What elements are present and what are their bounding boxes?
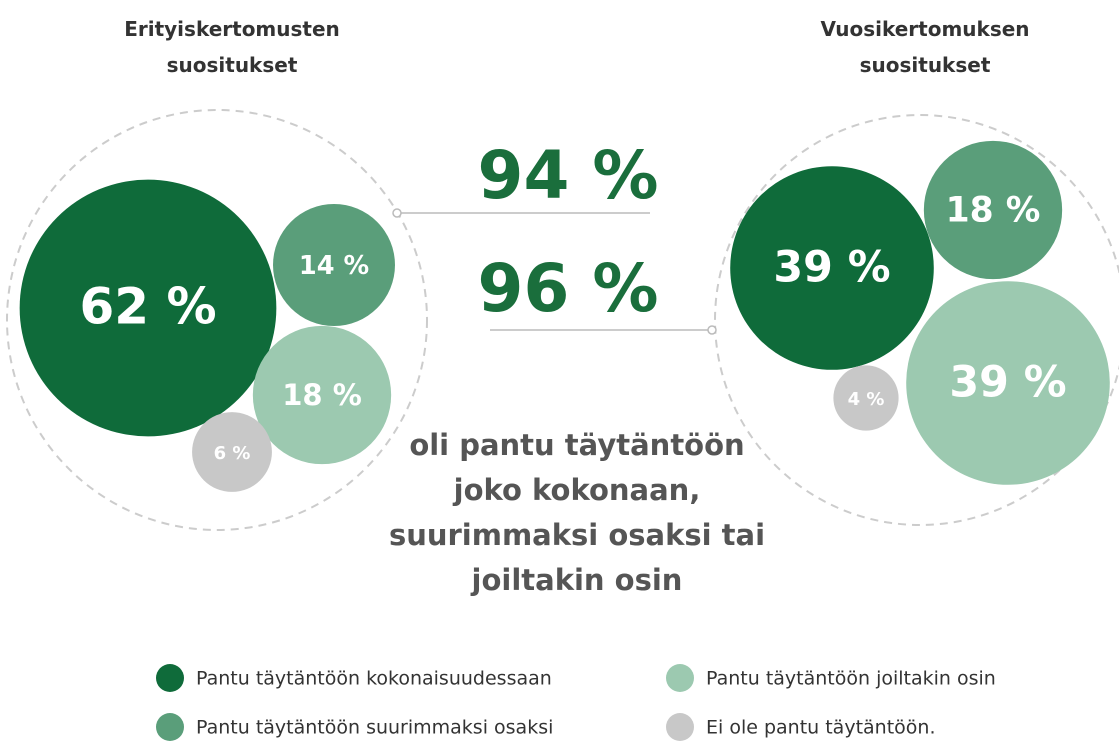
data-label: 18 % [946,191,1041,231]
data-label: 18 % [282,378,362,412]
legend-marker [156,664,184,692]
connector-dot [707,325,717,335]
summary-value: 96 % [478,250,659,327]
data-label: 14 % [299,251,369,281]
legend-label: Pantu täytäntöön kokonaisuudessaan [196,668,552,690]
legend-label: Pantu täytäntöön joiltakin osin [706,668,996,690]
group-outline [6,109,428,531]
data-label: 6 % [214,443,251,464]
data-label: 39 % [949,358,1066,408]
data-label: 4 % [848,389,885,410]
bubble [730,166,934,370]
data-label: 39 % [773,243,890,293]
data-label: 62 % [79,278,216,336]
bubble [252,325,392,465]
annotation: oli pantu täytäntöön joko kokonaan, suurim… [389,428,765,597]
chart-title: Erityiskertomusten suositukset [124,17,340,77]
bubble [923,140,1063,280]
legend-label: Ei ole pantu täytäntöön. [706,717,935,739]
legend-label: Pantu täytäntöön suurimmaksi osaksi [196,717,553,739]
legend-marker [156,713,184,741]
summary-value: 94 % [478,137,659,214]
bubble [192,412,272,492]
bubble [273,204,395,326]
legend-marker [666,713,694,741]
bubble [833,365,899,431]
bubble [906,281,1110,485]
legend-marker [666,664,694,692]
connector-dot [392,208,402,218]
bubble [19,179,277,437]
chart-title: Vuosikertomuksen suositukset [820,17,1029,77]
legend: Pantu täytäntöön kokonaisuudessaan Pantu … [156,664,996,741]
